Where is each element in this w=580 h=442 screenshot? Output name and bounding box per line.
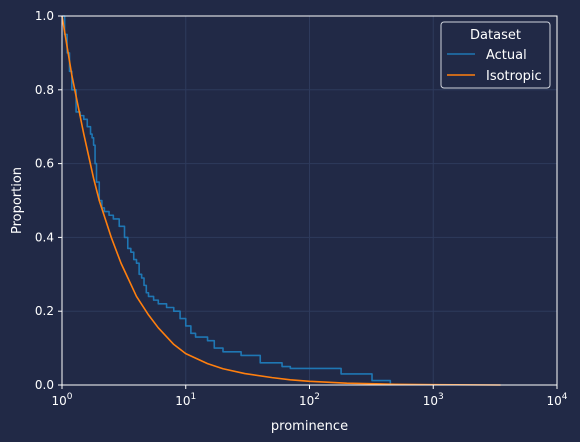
y-tick-label: 0.6 — [35, 157, 54, 171]
legend: Dataset Actual Isotropic — [440, 21, 551, 89]
x-tick-label: 104 — [546, 392, 567, 408]
x-axis-label: prominence — [271, 419, 348, 434]
x-tick-label: 101 — [175, 392, 196, 408]
y-tick-label: 0.4 — [35, 230, 54, 244]
legend-box — [440, 21, 551, 89]
x-tick-label: 103 — [423, 392, 444, 408]
x-axis-ticks: 100 101 102 103 104 — [51, 385, 568, 408]
y-tick-label: 0.2 — [35, 304, 54, 318]
series-line-actual — [62, 15, 392, 385]
y-tick-label: 0.8 — [35, 83, 54, 97]
x-tick-label: 100 — [51, 392, 72, 408]
y-tick-label: 0.0 — [35, 378, 54, 392]
y-axis-ticks: 0.0 0.2 0.4 0.6 0.8 1.0 — [35, 9, 62, 392]
y-axis-label: Proportion — [10, 167, 25, 234]
legend-title: Dataset — [470, 28, 521, 43]
legend-label-actual: Actual — [486, 48, 527, 63]
y-tick-label: 1.0 — [35, 9, 54, 23]
series-line-isotropic — [61, 15, 501, 386]
series-layer — [61, 15, 501, 386]
x-tick-label: 102 — [299, 392, 320, 408]
legend-label-isotropic: Isotropic — [486, 69, 542, 84]
